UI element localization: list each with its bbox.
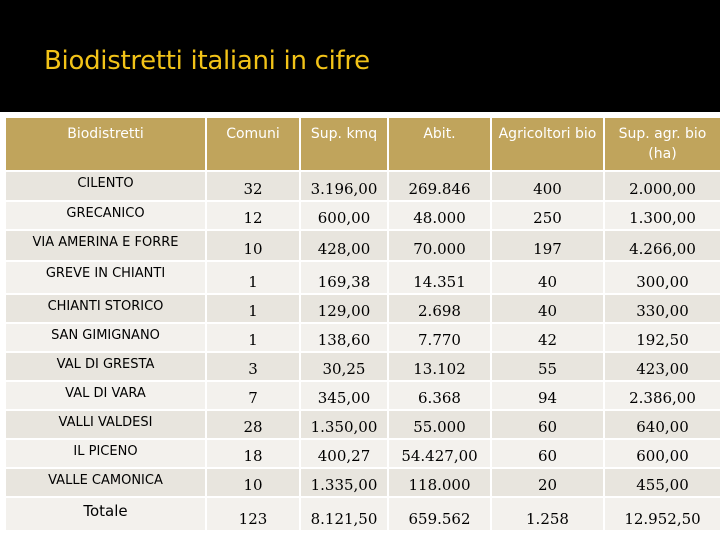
cell-agricoltori: 40 bbox=[491, 293, 605, 323]
cell-comuni: 1 bbox=[206, 260, 301, 294]
header-agricoltori-bio: Agricoltori bio bbox=[491, 118, 605, 171]
header-biodistretti: Biodistretti bbox=[6, 118, 207, 171]
cell-name: CHIANTI STORICO bbox=[6, 293, 207, 323]
cell-abit: 54.427,00 bbox=[388, 438, 492, 468]
table-row: SAN GIMIGNANO 1 138,60 7.770 42 192,50 bbox=[6, 322, 720, 352]
biodistretti-table: Biodistretti Comuni Sup. kmq Abit. Agric… bbox=[6, 118, 720, 530]
cell-comuni: 10 bbox=[206, 467, 301, 497]
cell-name: VALLI VALDESI bbox=[6, 409, 207, 439]
cell-agricoltori: 197 bbox=[491, 229, 605, 261]
cell-comuni: 3 bbox=[206, 351, 301, 381]
table-row: CILENTO 32 3.196,00 269.846 400 2.000,00 bbox=[6, 170, 720, 201]
cell-sup-agr: 423,00 bbox=[604, 351, 720, 381]
cell-sup-kmq: 1.350,00 bbox=[300, 409, 389, 439]
cell-name: VAL DI GRESTA bbox=[6, 351, 207, 381]
cell-total-sup-agr: 12.952,50 bbox=[604, 496, 720, 530]
cell-abit: 7.770 bbox=[388, 322, 492, 352]
cell-name: VAL DI VARA bbox=[6, 380, 207, 410]
cell-agricoltori: 60 bbox=[491, 409, 605, 439]
cell-total-agricoltori: 1.258 bbox=[491, 496, 605, 530]
cell-comuni: 1 bbox=[206, 322, 301, 352]
cell-sup-agr: 455,00 bbox=[604, 467, 720, 497]
cell-comuni: 18 bbox=[206, 438, 301, 468]
cell-name: GREVE IN CHIANTI bbox=[6, 260, 207, 294]
slide-title: Biodistretti italiani in cifre bbox=[44, 46, 370, 76]
cell-comuni: 1 bbox=[206, 293, 301, 323]
header-sup-agr-bio: Sup. agr. bio (ha) bbox=[604, 118, 720, 171]
cell-sup-agr: 1.300,00 bbox=[604, 200, 720, 230]
cell-sup-kmq: 600,00 bbox=[300, 200, 389, 230]
cell-abit: 55.000 bbox=[388, 409, 492, 439]
header-sup-kmq: Sup. kmq bbox=[300, 118, 389, 171]
cell-name: VIA AMERINA E FORRE bbox=[6, 229, 207, 261]
header-abit: Abit. bbox=[388, 118, 492, 171]
cell-sup-agr: 4.266,00 bbox=[604, 229, 720, 261]
cell-sup-kmq: 138,60 bbox=[300, 322, 389, 352]
cell-abit: 6.368 bbox=[388, 380, 492, 410]
cell-abit: 2.698 bbox=[388, 293, 492, 323]
cell-total-sup-kmq: 8.121,50 bbox=[300, 496, 389, 530]
cell-name: SAN GIMIGNANO bbox=[6, 322, 207, 352]
cell-agricoltori: 250 bbox=[491, 200, 605, 230]
cell-name: GRECANICO bbox=[6, 200, 207, 230]
cell-agricoltori: 40 bbox=[491, 260, 605, 294]
cell-comuni: 32 bbox=[206, 170, 301, 201]
cell-abit: 70.000 bbox=[388, 229, 492, 261]
cell-name: CILENTO bbox=[6, 170, 207, 201]
cell-name: IL PICENO bbox=[6, 438, 207, 468]
cell-sup-agr: 300,00 bbox=[604, 260, 720, 294]
cell-sup-kmq: 345,00 bbox=[300, 380, 389, 410]
cell-abit: 269.846 bbox=[388, 170, 492, 201]
cell-sup-agr: 330,00 bbox=[604, 293, 720, 323]
cell-abit: 13.102 bbox=[388, 351, 492, 381]
table-row: GREVE IN CHIANTI 1 169,38 14.351 40 300,… bbox=[6, 260, 720, 294]
cell-agricoltori: 42 bbox=[491, 322, 605, 352]
table-row: VAL DI GRESTA 3 30,25 13.102 55 423,00 bbox=[6, 351, 720, 381]
cell-abit: 48.000 bbox=[388, 200, 492, 230]
cell-sup-kmq: 129,00 bbox=[300, 293, 389, 323]
total-row: Totale 123 8.121,50 659.562 1.258 12.952… bbox=[6, 496, 720, 530]
cell-agricoltori: 60 bbox=[491, 438, 605, 468]
cell-sup-kmq: 1.335,00 bbox=[300, 467, 389, 497]
table-row: IL PICENO 18 400,27 54.427,00 60 600,00 bbox=[6, 438, 720, 468]
cell-comuni: 10 bbox=[206, 229, 301, 261]
cell-agricoltori: 20 bbox=[491, 467, 605, 497]
cell-sup-agr: 600,00 bbox=[604, 438, 720, 468]
cell-sup-agr: 192,50 bbox=[604, 322, 720, 352]
cell-total-abit: 659.562 bbox=[388, 496, 492, 530]
header-comuni: Comuni bbox=[206, 118, 301, 171]
cell-abit: 118.000 bbox=[388, 467, 492, 497]
cell-sup-kmq: 169,38 bbox=[300, 260, 389, 294]
title-bar: Biodistretti italiani in cifre bbox=[0, 0, 720, 112]
cell-total-comuni: 123 bbox=[206, 496, 301, 530]
cell-agricoltori: 400 bbox=[491, 170, 605, 201]
cell-sup-agr: 2.000,00 bbox=[604, 170, 720, 201]
cell-sup-kmq: 400,27 bbox=[300, 438, 389, 468]
cell-sup-kmq: 30,25 bbox=[300, 351, 389, 381]
cell-agricoltori: 55 bbox=[491, 351, 605, 381]
cell-name: VALLE CAMONICA bbox=[6, 467, 207, 497]
cell-agricoltori: 94 bbox=[491, 380, 605, 410]
cell-abit: 14.351 bbox=[388, 260, 492, 294]
cell-comuni: 28 bbox=[206, 409, 301, 439]
table-row: VALLI VALDESI 28 1.350,00 55.000 60 640,… bbox=[6, 409, 720, 439]
cell-comuni: 7 bbox=[206, 380, 301, 410]
table-row: VIA AMERINA E FORRE 10 428,00 70.000 197… bbox=[6, 229, 720, 261]
table-row: VALLE CAMONICA 10 1.335,00 118.000 20 45… bbox=[6, 467, 720, 497]
table-row: GRECANICO 12 600,00 48.000 250 1.300,00 bbox=[6, 200, 720, 230]
cell-sup-agr: 2.386,00 bbox=[604, 380, 720, 410]
table-row: CHIANTI STORICO 1 129,00 2.698 40 330,00 bbox=[6, 293, 720, 323]
cell-total-label: Totale bbox=[6, 496, 207, 530]
table-header-row: Biodistretti Comuni Sup. kmq Abit. Agric… bbox=[6, 118, 720, 171]
cell-comuni: 12 bbox=[206, 200, 301, 230]
cell-sup-agr: 640,00 bbox=[604, 409, 720, 439]
table-row: VAL DI VARA 7 345,00 6.368 94 2.386,00 bbox=[6, 380, 720, 410]
cell-sup-kmq: 3.196,00 bbox=[300, 170, 389, 201]
cell-sup-kmq: 428,00 bbox=[300, 229, 389, 261]
